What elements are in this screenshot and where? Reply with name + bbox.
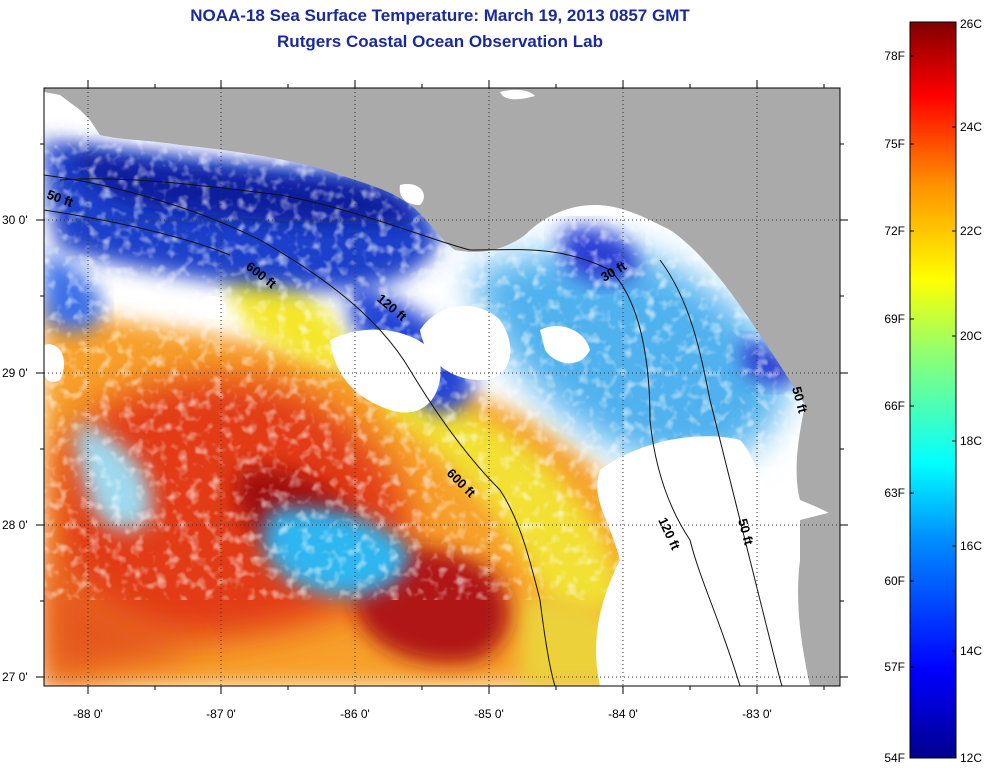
graticule <box>44 88 840 686</box>
map-frame <box>43 87 841 687</box>
celsius-label: 12C <box>960 751 982 765</box>
fahrenheit-label: 66F <box>884 399 905 413</box>
fahrenheit-label: 57F <box>884 660 905 674</box>
lat-label: 30 0' <box>2 213 28 227</box>
celsius-label: 18C <box>960 434 982 448</box>
tick-marks <box>36 80 848 694</box>
colorbar-gradient <box>909 21 957 759</box>
celsius-label: 26C <box>960 17 982 31</box>
fahrenheit-label: 78F <box>884 49 905 63</box>
map-subtitle: Rutgers Coastal Ocean Observation Lab <box>277 32 603 51</box>
colorbar: 78F 75F 72F 69F 66F 63F 60F 57F 54F 26C … <box>884 17 982 765</box>
celsius-label: 22C <box>960 224 982 238</box>
colorbar-fahrenheit-labels: 78F 75F 72F 69F 66F 63F 60F 57F 54F <box>884 49 905 765</box>
longitude-labels: -88 0' -87 0' -86 0' -85 0' -84 0' -83 0… <box>73 707 772 721</box>
fahrenheit-label: 60F <box>884 574 905 588</box>
lon-label: -86 0' <box>340 707 370 721</box>
lon-label: -87 0' <box>206 707 236 721</box>
celsius-label: 24C <box>960 120 982 134</box>
fahrenheit-label: 63F <box>884 486 905 500</box>
fahrenheit-label: 75F <box>884 137 905 151</box>
contour-label: 50 ft <box>735 517 757 547</box>
contour-label: 50 ft <box>789 385 811 415</box>
colorbar-celsius-labels: 26C 24C 22C 20C 18C 16C 14C 12C <box>960 17 982 765</box>
latitude-labels: 30 0' 29 0' 28 0' 27 0' <box>2 213 28 684</box>
fahrenheit-label: 69F <box>884 312 905 326</box>
land-edge-speckle <box>399 89 535 205</box>
land <box>44 88 840 686</box>
map-title: NOAA-18 Sea Surface Temperature: March 1… <box>190 6 690 25</box>
lat-label: 27 0' <box>2 670 28 684</box>
lon-label: -85 0' <box>474 707 504 721</box>
lon-label: -83 0' <box>742 707 772 721</box>
lat-label: 28 0' <box>2 518 28 532</box>
lon-label: -88 0' <box>73 707 103 721</box>
bathymetry-contours <box>44 174 783 686</box>
celsius-label: 14C <box>960 644 982 658</box>
colorbar-ticks <box>910 55 956 668</box>
lon-label: -84 0' <box>608 707 638 721</box>
lat-label: 29 0' <box>2 366 28 380</box>
fahrenheit-label: 54F <box>884 751 905 765</box>
celsius-label: 16C <box>960 539 982 553</box>
celsius-label: 20C <box>960 329 982 343</box>
map-plot-area: 50 ft 600 ft 120 ft 600 ft 120 ft 50 ft … <box>44 88 840 686</box>
fahrenheit-label: 72F <box>884 224 905 238</box>
